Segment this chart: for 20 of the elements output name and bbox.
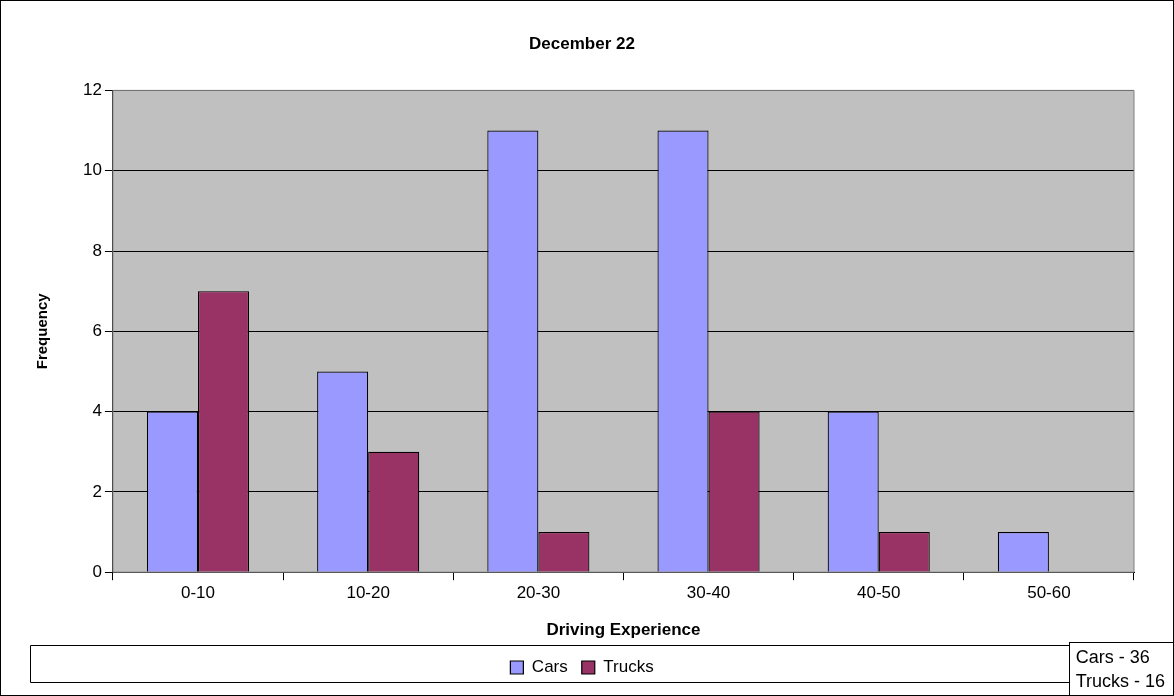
legend-label: Cars [531, 657, 568, 677]
x-tick-label: 50-60 [1027, 583, 1071, 603]
x-tick-label: 20-30 [516, 583, 561, 603]
chart-title: December 22 [529, 33, 635, 53]
y-axis-title: Frequency [33, 292, 51, 370]
y-tick-label: 4 [92, 401, 102, 421]
y-tick-label: 2 [92, 481, 102, 501]
text: Cars - 36 [1075, 646, 1151, 669]
y-tick-label: 0 [92, 561, 102, 581]
y-tick-label: 6 [92, 320, 102, 340]
x-tick-label: 30-40 [686, 583, 731, 603]
y-tick-label: 8 [92, 240, 102, 260]
text: Trucks - 16 [1075, 670, 1165, 693]
x-tick-label: 0-10 [180, 583, 216, 603]
x-tick-label: 40-50 [856, 583, 901, 603]
legend-label: Trucks [603, 657, 654, 677]
y-tick-label: 10 [82, 160, 102, 180]
y-tick-label: 12 [82, 80, 102, 100]
x-axis-title: Driving Experience [546, 620, 701, 640]
x-tick-label: 10-20 [346, 583, 390, 603]
